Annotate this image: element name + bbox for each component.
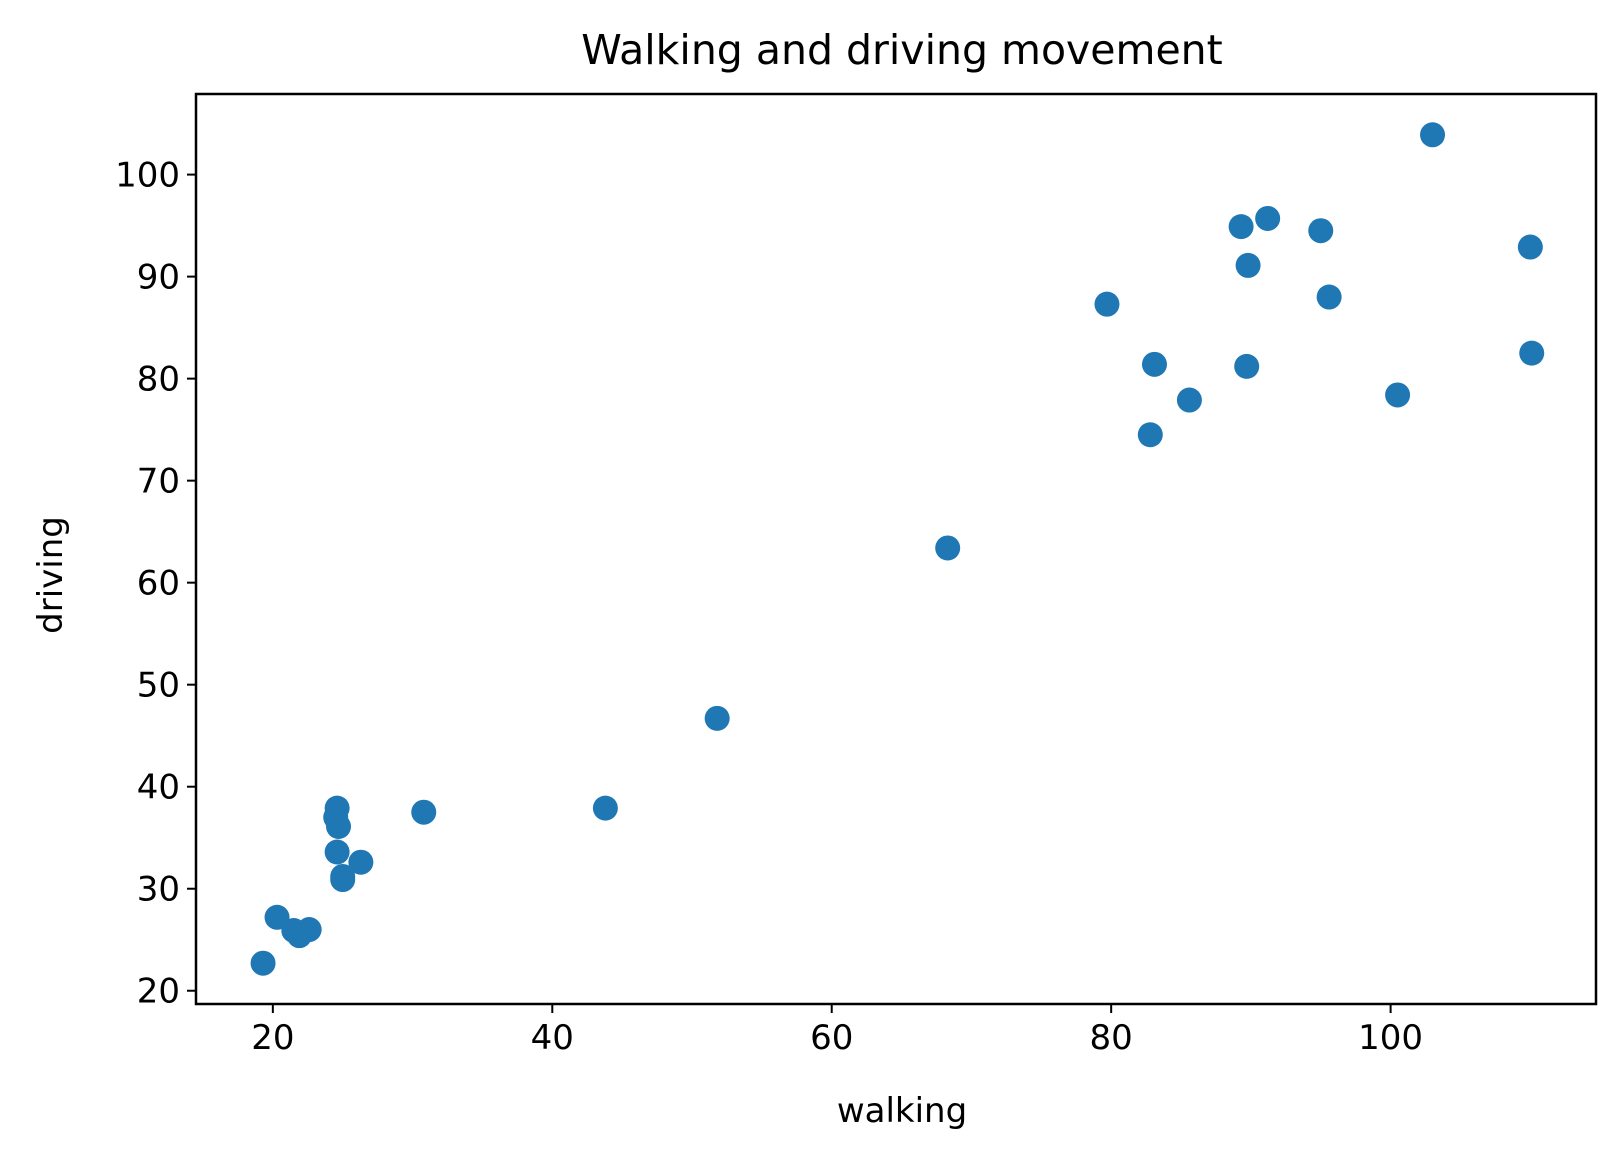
data-point [1137, 422, 1163, 448]
data-point [1316, 284, 1342, 310]
y-tick-label: 70 [137, 462, 180, 502]
data-point [348, 849, 374, 875]
y-axis-title: driving [31, 516, 71, 634]
plot-frame [194, 92, 1598, 1006]
x-axis-title: walking [837, 1091, 967, 1131]
y-tick-label: 30 [137, 870, 180, 910]
data-point [704, 705, 730, 731]
points-layer [250, 122, 1545, 976]
data-point [1176, 387, 1202, 413]
x-tick-label: 100 [1358, 1018, 1423, 1058]
data-point [324, 839, 350, 865]
x-tick-label: 40 [531, 1018, 574, 1058]
data-point [1235, 252, 1261, 278]
data-point [935, 535, 961, 561]
ticks-layer: 20 40 60 80 100 20 30 40 50 60 70 80 90 100 [115, 156, 1423, 1058]
data-point [592, 795, 618, 821]
data-point [1519, 340, 1545, 366]
y-tick-label: 100 [115, 156, 180, 196]
data-point [1141, 351, 1167, 377]
y-tick-label: 80 [137, 360, 180, 400]
data-point [296, 917, 322, 943]
y-tick-label: 50 [137, 666, 180, 706]
y-tick-label: 60 [137, 564, 180, 604]
chart-title: Walking and driving movement [581, 26, 1223, 74]
data-point [330, 867, 356, 893]
y-tick-label: 40 [137, 768, 180, 808]
data-point [1094, 291, 1120, 317]
data-point [1385, 382, 1411, 408]
x-tick-label: 20 [251, 1018, 294, 1058]
data-point [411, 799, 437, 825]
data-point [1420, 122, 1446, 148]
data-point [1308, 218, 1334, 244]
data-point [1255, 205, 1281, 231]
data-point [1228, 214, 1254, 240]
data-point [1517, 234, 1543, 260]
data-point [250, 950, 276, 976]
y-tick-label: 90 [137, 258, 180, 298]
data-point [264, 904, 290, 930]
x-tick-label: 60 [810, 1018, 853, 1058]
data-point [326, 813, 352, 839]
y-tick-label: 20 [137, 972, 180, 1012]
data-point [1234, 353, 1260, 379]
x-tick-label: 80 [1090, 1018, 1133, 1058]
